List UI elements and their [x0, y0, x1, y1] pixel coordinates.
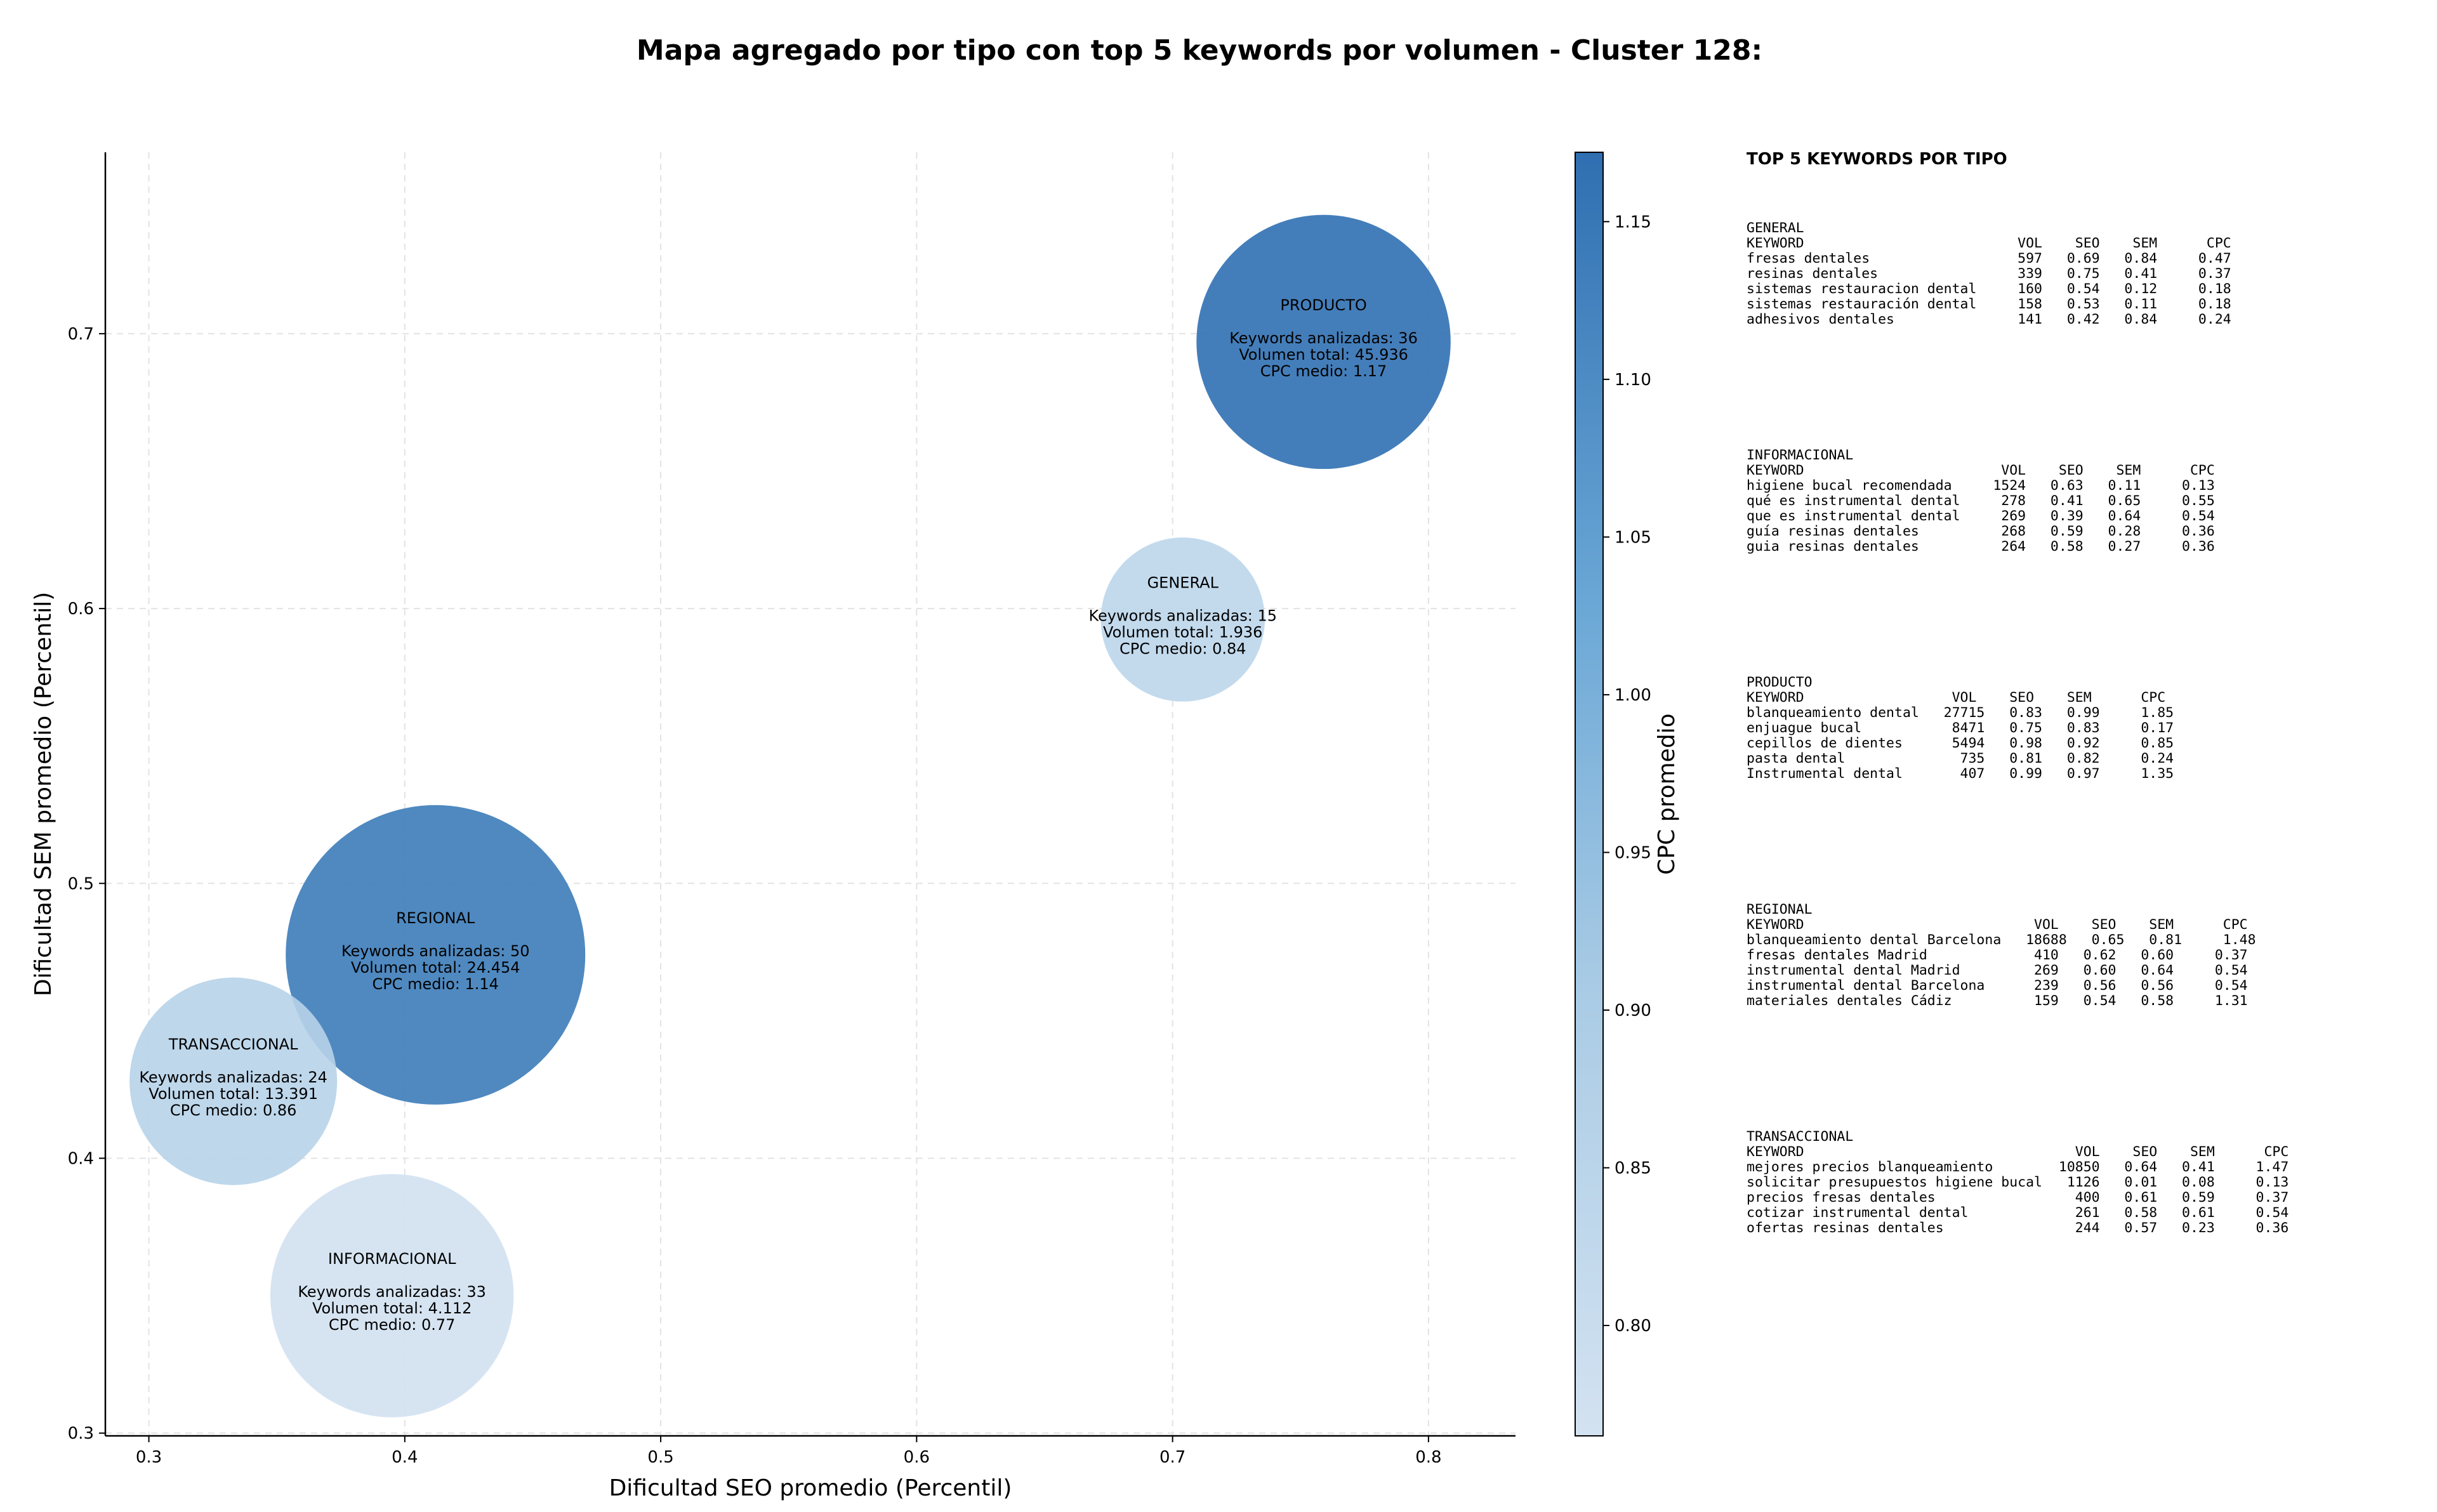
keyword-table-header: KEYWORD VOL SEO SEM CPC — [1747, 917, 2248, 933]
keyword-table-row: fresas dentales 597 0.69 0.84 0.47 — [1747, 251, 2231, 266]
keyword-table-header: KEYWORD VOL SEO SEM CPC — [1747, 463, 2215, 478]
panel-title: TOP 5 KEYWORDS POR TIPO — [1747, 150, 2007, 169]
keyword-table-row: instrumental dental Barcelona 239 0.56 0… — [1747, 978, 2248, 994]
keyword-block-title: REGIONAL — [1747, 902, 1813, 917]
keyword-table-row: precios fresas dentales 400 0.61 0.59 0.… — [1747, 1190, 2289, 1206]
bubble-label: GENERAL — [1147, 574, 1219, 591]
keyword-table-row: materiales dentales Cádiz 159 0.54 0.58 … — [1747, 993, 2248, 1009]
top-keywords-panel: TOP 5 KEYWORDS POR TIPO GENERAL KEYWORD V… — [1747, 150, 2419, 1357]
keyword-table-row: adhesivos dentales 141 0.42 0.84 0.24 — [1747, 312, 2231, 327]
keyword-block-title: PRODUCTO — [1747, 674, 1813, 690]
bubble-informacional — [270, 1174, 514, 1417]
colorbar-tick-label: 1.05 — [1615, 528, 1651, 547]
bubble-label: Volumen total: 1.936 — [1103, 623, 1262, 641]
x-tick-label: 0.6 — [904, 1448, 930, 1467]
bubble-label: Keywords analizadas: 33 — [298, 1283, 486, 1301]
keyword-block-title: GENERAL — [1747, 220, 1804, 236]
bubble-label: Keywords analizadas: 15 — [1088, 607, 1277, 624]
x-tick-label: 0.4 — [392, 1448, 418, 1467]
y-axis-label: Dificultad SEM promedio (Percentil) — [30, 592, 56, 997]
bubble-label: CPC medio: 1.14 — [372, 975, 499, 993]
colorbar-tick-label: 0.80 — [1615, 1317, 1651, 1336]
bubble-label: REGIONAL — [396, 909, 475, 927]
bubble-label: Volumen total: 13.391 — [149, 1085, 318, 1103]
keyword-block-regional: REGIONAL KEYWORD VOL SEO SEM CPC blanqueam… — [1747, 902, 2419, 1009]
axes: 0.3 0.4 0.5 0.6 0.7 0.8 0.3 0.4 0.5 0.6 0.7 Dificul… — [30, 152, 1516, 1501]
keyword-block-informacional: INFORMACIONAL KEYWORD VOL SEO SEM CPC higi… — [1747, 448, 2419, 555]
keyword-table-row: cotizar instrumental dental 261 0.58 0.6… — [1747, 1205, 2289, 1221]
panel-blocks: GENERAL KEYWORD VOL SEO SEM CPC fresas den… — [1747, 221, 2419, 1236]
colorbar-tick-label: 1.10 — [1615, 371, 1651, 390]
y-tick-label: 0.4 — [68, 1149, 94, 1168]
bubble-label: CPC medio: 0.77 — [329, 1316, 456, 1334]
grid — [105, 152, 1516, 1436]
keyword-table-header: KEYWORD VOL SEO SEM CPC — [1747, 235, 2231, 251]
colorbar-label: CPC promedio — [1654, 713, 1680, 874]
keyword-block-producto: PRODUCTO KEYWORD VOL SEO SEM CPC blanqueam… — [1747, 675, 2419, 782]
keyword-table-header: KEYWORD VOL SEO SEM CPC — [1747, 690, 2166, 706]
colorbar-tick-label: 0.85 — [1615, 1159, 1651, 1178]
bubble-regional — [286, 805, 586, 1105]
keyword-block-title: INFORMACIONAL — [1747, 447, 1854, 463]
keyword-table-row: ofertas resinas dentales 244 0.57 0.23 0… — [1747, 1220, 2289, 1236]
bubble-label: Keywords analizadas: 24 — [139, 1068, 327, 1086]
bubble-label: TRANSACCIONAL — [168, 1035, 298, 1053]
bubble-label: CPC medio: 0.84 — [1119, 640, 1246, 657]
keyword-table-row: solicitar presupuestos higiene bucal 112… — [1747, 1174, 2289, 1190]
x-axis-label: Dificultad SEO promedio (Percentil) — [609, 1475, 1012, 1501]
y-tick-label: 0.5 — [68, 874, 94, 893]
keyword-table-row: Instrumental dental 407 0.99 0.97 1.35 — [1747, 766, 2174, 782]
keyword-table-row: fresas dentales Madrid 410 0.62 0.60 0.3… — [1747, 947, 2248, 963]
bubble-label: INFORMACIONAL — [328, 1250, 456, 1268]
bubble-label: Volumen total: 45.936 — [1239, 346, 1408, 364]
bubble-label: CPC medio: 0.86 — [170, 1101, 297, 1119]
keyword-table-row: enjuague bucal 8471 0.75 0.83 0.17 — [1747, 720, 2174, 736]
y-tick-label: 0.3 — [68, 1424, 94, 1443]
bubble-transaccional — [129, 977, 338, 1185]
keyword-table-row: guía resinas dentales 268 0.59 0.28 0.36 — [1747, 523, 2215, 539]
keyword-table-row: resinas dentales 339 0.75 0.41 0.37 — [1747, 266, 2231, 282]
bubble-label: Keywords analizadas: 36 — [1229, 329, 1418, 347]
colorbar-tick-label: 0.95 — [1615, 843, 1651, 862]
keyword-table-row: qué es instrumental dental 278 0.41 0.65… — [1747, 493, 2215, 509]
bubble-label: Volumen total: 4.112 — [312, 1299, 472, 1317]
keyword-table-row: guia resinas dentales 264 0.58 0.27 0.36 — [1747, 539, 2215, 555]
bubble-label: PRODUCTO — [1280, 296, 1366, 314]
colorbar-gradient — [1575, 152, 1604, 1436]
colorbar-tick-label: 1.00 — [1615, 686, 1651, 705]
bubble-general — [1100, 537, 1265, 702]
keyword-table-row: instrumental dental Madrid 269 0.60 0.64… — [1747, 963, 2248, 978]
keyword-table-row: blanqueamiento dental 27715 0.83 0.99 1.… — [1747, 705, 2174, 721]
keyword-table-header: KEYWORD VOL SEO SEM CPC — [1747, 1144, 2289, 1160]
keyword-block-transaccional: TRANSACCIONAL KEYWORD VOL SEO SEM CPC mejo… — [1747, 1129, 2419, 1236]
keyword-table-row: blanqueamiento dental Barcelona 18688 0.… — [1747, 932, 2256, 948]
x-tick-label: 0.5 — [647, 1448, 673, 1467]
y-tick-label: 0.6 — [68, 600, 94, 619]
keyword-table-row: que es instrumental dental 269 0.39 0.64… — [1747, 508, 2215, 524]
keyword-table-row: mejores precios blanqueamiento 10850 0.6… — [1747, 1159, 2289, 1175]
bubble-label: Keywords analizadas: 50 — [341, 942, 530, 960]
keyword-table-row: pasta dental 735 0.81 0.82 0.24 — [1747, 751, 2174, 766]
bubble-label: Volumen total: 24.454 — [351, 959, 520, 976]
bubble-producto — [1196, 214, 1451, 470]
keyword-table-row: sistemas restauración dental 158 0.53 0.… — [1747, 296, 2231, 312]
x-tick-label: 0.7 — [1159, 1448, 1185, 1467]
keyword-block-title: TRANSACCIONAL — [1747, 1129, 1854, 1145]
keyword-table-row: cepillos de dientes 5494 0.98 0.92 0.85 — [1747, 735, 2174, 751]
keyword-table-row: higiene bucal recomendada 1524 0.63 0.11… — [1747, 478, 2215, 494]
colorbar: 0.80 0.85 0.90 0.95 1.00 1.05 1.10 1.15 CPC prom… — [1575, 152, 1680, 1436]
keyword-block-general: GENERAL KEYWORD VOL SEO SEM CPC fresas den… — [1747, 221, 2419, 327]
colorbar-tick-label: 0.90 — [1615, 1001, 1651, 1020]
x-tick-label: 0.3 — [136, 1448, 162, 1467]
colorbar-tick-label: 1.15 — [1615, 213, 1651, 232]
keyword-table-row: sistemas restauracion dental 160 0.54 0.… — [1747, 281, 2231, 297]
y-tick-label: 0.7 — [68, 325, 94, 344]
chart-title: Mapa agregado por tipo con top 5 keyword… — [636, 34, 1763, 67]
bubble-label: CPC medio: 1.17 — [1260, 362, 1387, 380]
x-tick-label: 0.8 — [1415, 1448, 1441, 1467]
